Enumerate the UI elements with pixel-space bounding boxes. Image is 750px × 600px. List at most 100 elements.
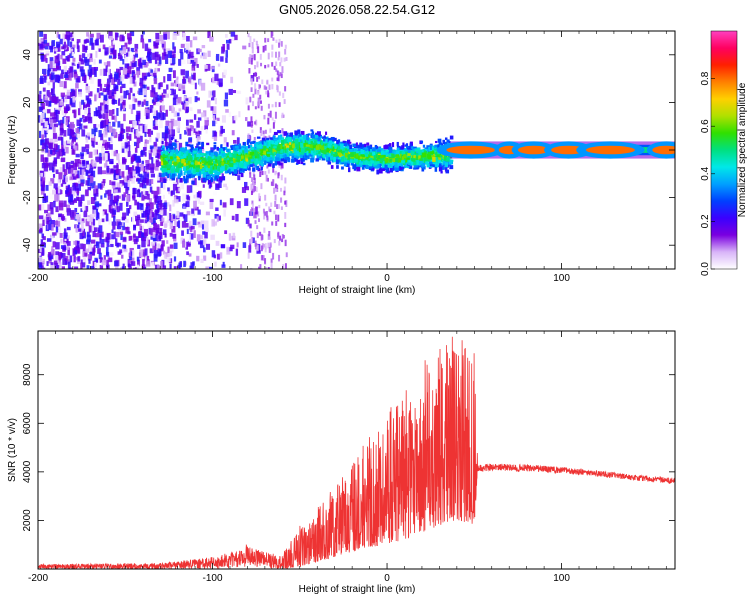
- spectrogram-noise-cell: [63, 41, 66, 49]
- spectrogram-signal-cell: [206, 170, 210, 176]
- spectrogram-noise-cell: [152, 232, 156, 238]
- spectrogram-noise-cell: [181, 85, 185, 89]
- spectrogram-noise-cell: [264, 211, 267, 216]
- spectrogram-signal-cell: [265, 144, 269, 150]
- spectrogram-noise-cell: [74, 250, 78, 255]
- spectrogram-noise-cell: [51, 40, 55, 47]
- spectrogram-noise-cell: [146, 72, 151, 77]
- spectrogram-noise-cell: [248, 68, 251, 74]
- spectrogram-noise-cell: [256, 77, 259, 82]
- spectrogram-signal-cell: [314, 143, 317, 147]
- spectrogram-noise-cell: [149, 163, 154, 170]
- spectrogram-noise-cell: [79, 160, 82, 165]
- spectrogram-noise-cell: [275, 68, 278, 72]
- spectrogram-noise-cell: [169, 220, 173, 224]
- spectrogram-noise-cell: [121, 83, 126, 89]
- spectrogram-noise-cell: [71, 136, 76, 141]
- spectrogram-noise-cell: [251, 180, 254, 186]
- spectrogram-signal-cell: [386, 150, 389, 154]
- spectrogram-signal-cell: [348, 151, 352, 154]
- spectrogram-noise-cell: [188, 78, 191, 83]
- spectrogram-noise-cell: [242, 45, 247, 50]
- spectrogram-noise-cell: [214, 213, 219, 219]
- spectrogram-noise-cell: [151, 190, 154, 195]
- spectrogram-noise-cell: [77, 224, 80, 229]
- spectrogram-noise-cell: [199, 130, 202, 135]
- spectrogram-signal-cell: [163, 149, 166, 153]
- spectrogram-noise-cell: [65, 190, 68, 194]
- spectrogram-noise-cell: [169, 204, 172, 212]
- spectrogram-noise-cell: [45, 184, 49, 191]
- spectrogram-noise-cell: [114, 94, 119, 100]
- spectrogram-noise-cell: [284, 200, 287, 205]
- spectrogram-noise-cell: [168, 67, 173, 73]
- spectrogram-signal-cell: [228, 171, 231, 175]
- spectrogram-noise-cell: [194, 96, 198, 103]
- spectrogram-noise-cell: [158, 161, 162, 166]
- spectrogram-noise-cell: [214, 131, 218, 138]
- spectrogram-signal-cell: [389, 168, 393, 173]
- spectrogram-noise-cell: [129, 31, 135, 37]
- spectrogram-noise-cell: [73, 256, 76, 263]
- spectrogram-noise-cell: [267, 242, 270, 249]
- spectrogram-noise-cell: [70, 186, 74, 194]
- spectrogram-noise-cell: [122, 263, 125, 269]
- spectrogram-noise-cell: [66, 226, 71, 231]
- spectrogram-noise-cell: [251, 42, 254, 49]
- spectrogram-noise-cell: [254, 220, 257, 224]
- spectrogram-noise-cell: [74, 207, 78, 213]
- spectrogram-noise-cell: [127, 151, 131, 157]
- spectrogram-signal-cell: [437, 138, 442, 143]
- spectrogram-noise-cell: [252, 208, 255, 213]
- spectrogram-signal-cell: [350, 160, 354, 166]
- spectrogram-noise-cell: [48, 185, 52, 190]
- spectrogram-signal-cell: [370, 167, 375, 171]
- spectrogram-noise-cell: [88, 72, 92, 78]
- spectrogram-noise-cell: [149, 145, 154, 150]
- spectrogram-noise-cell: [159, 228, 163, 235]
- spectrogram-noise-cell: [146, 204, 149, 209]
- spectrogram-noise-cell: [78, 91, 83, 97]
- spectrogram-noise-cell: [106, 251, 110, 257]
- spectrogram-signal-cell: [443, 141, 448, 145]
- spectrogram-signal-cell: [410, 156, 414, 160]
- spectrogram-noise-cell: [155, 37, 160, 43]
- spectrogram-noise-cell: [93, 124, 97, 129]
- spectrogram-noise-cell: [223, 209, 226, 217]
- spectrogram-noise-cell: [223, 69, 227, 76]
- spectrogram-noise-cell: [61, 109, 65, 116]
- spectrogram-noise-cell: [111, 77, 116, 86]
- spectrogram-signal-cell: [192, 161, 195, 165]
- spectrogram-noise-cell: [160, 40, 165, 44]
- spectrogram-noise-cell: [122, 46, 127, 54]
- spectrogram-signal-cell: [440, 170, 443, 174]
- spectrogram-noise-cell: [47, 212, 51, 221]
- spectrogram-noise-cell: [139, 249, 143, 258]
- spectrogram-noise-cell: [66, 241, 71, 246]
- spectrogram-signal-cell: [396, 166, 400, 171]
- spectrogram-noise-cell: [122, 244, 126, 249]
- spectrogram-signal-cell: [398, 162, 402, 166]
- spectrogram-noise-cell: [45, 126, 49, 133]
- spectrogram-noise-cell: [283, 190, 286, 196]
- spectrogram-noise-cell: [126, 72, 130, 78]
- spectrogram-noise-cell: [69, 128, 73, 136]
- spectrogram-noise-cell: [74, 266, 79, 269]
- spectrogram-noise-cell: [84, 116, 88, 122]
- spectrogram-noise-cell: [45, 42, 50, 47]
- spectrogram-signal-cell: [311, 131, 315, 135]
- spectrogram-noise-cell: [103, 92, 107, 97]
- spectrogram-signal-cell: [291, 158, 295, 163]
- spectrogram-noise-cell: [259, 264, 262, 269]
- spectrogram-noise-cell: [103, 255, 106, 263]
- spectrogram-noise-cell: [210, 147, 215, 151]
- spectrogram-noise-cell: [196, 234, 201, 242]
- spectrogram-noise-cell: [90, 68, 93, 75]
- spectrogram-noise-cell: [134, 53, 139, 58]
- spectrogram-noise-cell: [119, 133, 123, 141]
- spectrogram-noise-cell: [225, 50, 229, 58]
- spectrogram-noise-cell: [65, 146, 69, 154]
- spectrogram-signal-cell: [252, 146, 257, 152]
- spectrogram-noise-cell: [85, 148, 89, 155]
- spectrogram-noise-cell: [113, 84, 117, 91]
